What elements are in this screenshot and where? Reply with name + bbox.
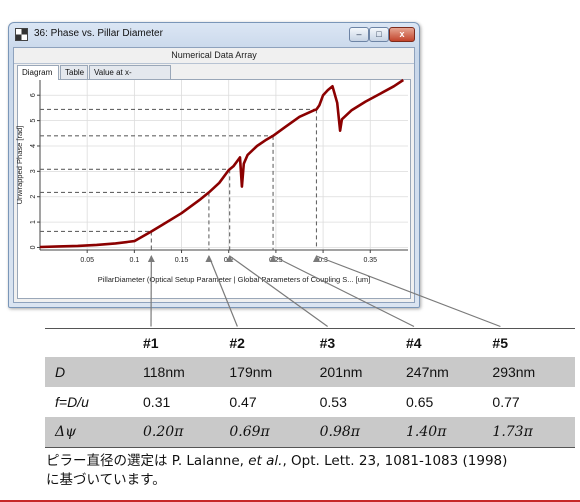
x-tick-label: 0.25 bbox=[269, 257, 283, 264]
callout-arrowhead bbox=[147, 255, 155, 262]
maximize-button[interactable]: □ bbox=[369, 27, 389, 42]
x-tick-label: 0.05 bbox=[80, 257, 94, 264]
subheader-title: Numerical Data Array bbox=[14, 48, 414, 64]
table-cell: 0.31 bbox=[143, 394, 171, 410]
app-icon bbox=[15, 28, 28, 41]
callout-arrowhead bbox=[312, 255, 320, 262]
callout-arrowhead bbox=[205, 255, 213, 262]
window-titlebar[interactable]: 36: Phase vs. Pillar Diameter – □ x bbox=[9, 23, 419, 47]
table-cell: 1.73π bbox=[492, 417, 575, 448]
x-tick-label: 0.15 bbox=[175, 257, 189, 264]
callout-arrowhead bbox=[226, 255, 234, 262]
table-cell: 293nm bbox=[492, 357, 575, 387]
y-tick-label: 2 bbox=[30, 195, 37, 199]
callout-line bbox=[272, 255, 415, 328]
y-tick-label: 0 bbox=[30, 245, 37, 249]
table-cell: 201nm bbox=[319, 357, 407, 387]
reference-caption: ピラー直径の選定は P. Lalanne, et al., Opt. Lett.… bbox=[46, 452, 576, 490]
caption-et-al: et al. bbox=[248, 453, 283, 469]
x-tick-label: 0.35 bbox=[363, 257, 377, 264]
row-label: f=D/u bbox=[55, 394, 89, 410]
table-header-cell: #3 bbox=[319, 328, 407, 357]
x-tick-label: 0.1 bbox=[129, 257, 139, 264]
table-cell: 0.69π bbox=[229, 417, 320, 448]
table-cell: 0.53 bbox=[319, 394, 347, 410]
table-cell: 0.47 bbox=[229, 394, 257, 410]
table-header-row: #1 #2 #3 #4 #5 bbox=[45, 328, 575, 357]
table-cell: 179nm bbox=[229, 357, 320, 387]
table-cell: 0.77 bbox=[492, 394, 520, 410]
y-tick-label: 3 bbox=[30, 169, 37, 173]
tab-table[interactable]: Table bbox=[60, 65, 88, 79]
callout-arrowhead bbox=[269, 255, 277, 262]
y-tick-label: 1 bbox=[30, 220, 37, 224]
row-label: D bbox=[45, 357, 144, 387]
y-axis-label: Unwrapped Phase [rad] bbox=[15, 126, 24, 205]
caption-text-2: に基づいています。 bbox=[46, 472, 166, 488]
close-button[interactable]: x bbox=[389, 27, 415, 42]
table-header-cell: #4 bbox=[406, 328, 493, 357]
table-header-cell: #2 bbox=[229, 328, 320, 357]
table-cell: 247nm bbox=[406, 357, 493, 387]
row-label: Δψ bbox=[45, 417, 144, 448]
window-title: 36: Phase vs. Pillar Diameter bbox=[34, 28, 163, 39]
table-cell: 0.98π bbox=[319, 417, 407, 448]
tab-diagram[interactable]: Diagram bbox=[17, 65, 59, 80]
callout-line bbox=[316, 255, 501, 328]
table-cell: 0.20π bbox=[143, 417, 230, 448]
table-header-cell bbox=[45, 328, 144, 357]
y-tick-label: 4 bbox=[30, 144, 37, 148]
plot-area: 0.050.10.150.20.250.30.350123456Unwrappe… bbox=[15, 78, 408, 284]
x-axis-label: PillarDiameter (Optical Setup Parameter … bbox=[98, 275, 370, 284]
callout-lines bbox=[147, 255, 501, 328]
table-row: f=D/u 0.31 0.47 0.53 0.65 0.77 bbox=[45, 387, 575, 417]
phase-series-line bbox=[39, 78, 405, 249]
caption-citation: , Opt. Lett. 23, 1081-1083 (1998) bbox=[282, 453, 508, 469]
pillar-table: #1 #2 #3 #4 #5 D 118nm 179nm 201nm 247nm… bbox=[45, 328, 575, 448]
callout-line bbox=[208, 255, 238, 327]
plot-background bbox=[40, 80, 408, 250]
minimize-button[interactable]: – bbox=[349, 27, 369, 42]
table-header-cell: #1 bbox=[143, 328, 230, 357]
table-cell: 0.65 bbox=[406, 394, 434, 410]
table-row: Δψ 0.20π 0.69π 0.98π 1.40π 1.73π bbox=[45, 417, 575, 448]
table-cell: 1.40π bbox=[406, 417, 493, 448]
table-header-cell: #5 bbox=[492, 328, 575, 357]
y-tick-label: 5 bbox=[30, 119, 37, 123]
table-row: D 118nm 179nm 201nm 247nm 293nm bbox=[45, 357, 575, 387]
x-tick-label: 0.3 bbox=[318, 257, 328, 264]
table-cell: 118nm bbox=[143, 357, 230, 387]
y-tick-label: 6 bbox=[30, 93, 37, 97]
slide-bottom-rule bbox=[0, 500, 580, 502]
callout-line bbox=[229, 255, 328, 327]
caption-text: ピラー直径の選定は P. Lalanne, bbox=[46, 453, 249, 469]
